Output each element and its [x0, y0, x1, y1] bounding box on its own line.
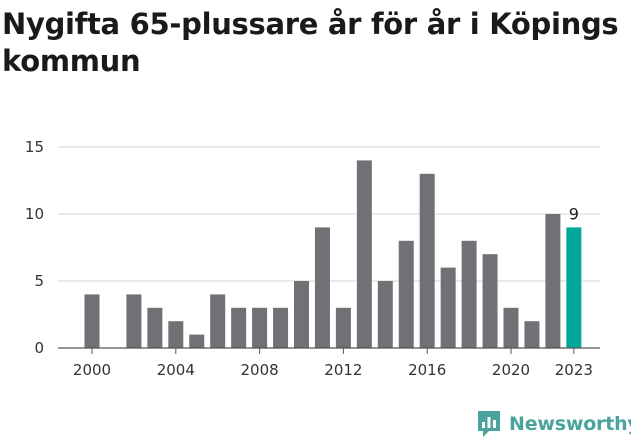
x-tick-label: 2004	[157, 361, 195, 379]
bar-2019	[482, 254, 498, 348]
bar-2006	[210, 294, 226, 348]
x-tick-label: 2012	[324, 361, 362, 379]
x-axis-ticks: 2000 2004 2008 2012 2016 2020 2023	[73, 348, 593, 379]
y-tick-label: 15	[25, 138, 44, 156]
bar-2005	[189, 334, 205, 348]
y-axis-ticks: 0 5 10 15	[25, 138, 44, 357]
y-tick-label: 5	[34, 272, 44, 290]
bar-2016	[419, 173, 435, 348]
chart-title: Nygifta 65-plussare år för år i Köpings …	[2, 7, 619, 78]
bar-2007	[231, 307, 247, 348]
y-tick-label: 0	[34, 339, 44, 357]
y-tick-label: 10	[25, 205, 44, 223]
bar-2018	[461, 240, 477, 348]
bar-2014	[377, 281, 393, 348]
x-tick-label: 2016	[408, 361, 446, 379]
bar-2002	[126, 294, 142, 348]
bar-2009	[273, 307, 289, 348]
bar-chart-speech-bubble-icon	[478, 411, 500, 437]
bar-2008	[252, 307, 268, 348]
x-tick-label: 2023	[555, 361, 593, 379]
x-tick-label: 2000	[73, 361, 111, 379]
bar-2010	[294, 281, 309, 348]
bar-2000	[84, 294, 100, 348]
bar-2004	[168, 321, 184, 348]
newsworthy-logo: Newsworthy	[476, 408, 631, 440]
bar-2003	[147, 307, 163, 348]
bars	[84, 160, 582, 348]
bar-2023	[566, 227, 582, 348]
bar-2022	[545, 214, 561, 348]
x-tick-label: 2020	[492, 361, 530, 379]
bar-2011	[314, 227, 330, 348]
x-tick-label: 2008	[241, 361, 279, 379]
bar-2020	[503, 307, 519, 348]
brand-name: Newsworthy	[509, 413, 631, 435]
bar-2013	[356, 160, 372, 348]
data-labels: 9	[569, 204, 579, 223]
data-label-2023: 9	[569, 204, 579, 223]
bar-2015	[398, 240, 414, 348]
bar-2021	[524, 321, 540, 348]
bar-2017	[440, 267, 456, 348]
bar-2012	[335, 307, 351, 348]
